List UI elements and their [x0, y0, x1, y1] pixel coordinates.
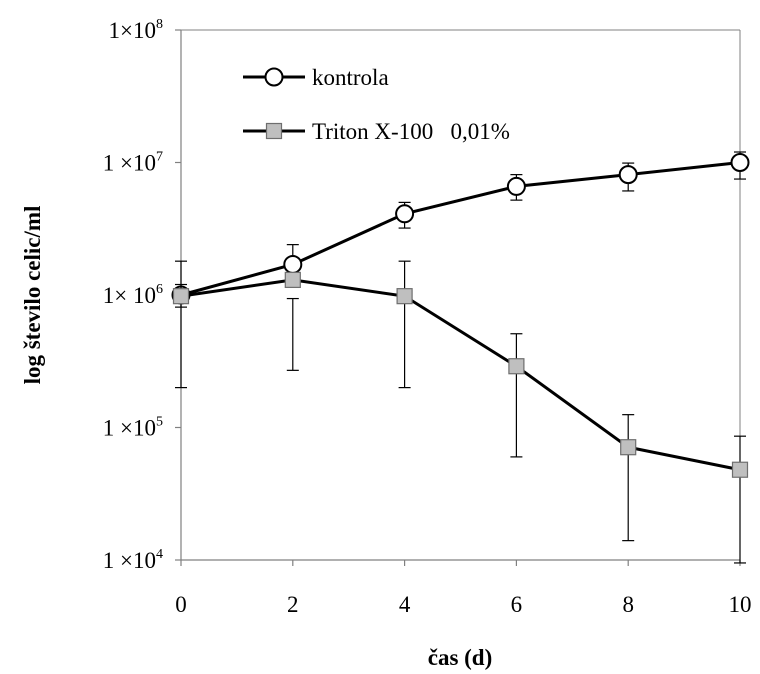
series-2 [172, 260, 749, 564]
y-tick-label: 1 ×107 [103, 150, 163, 176]
data-point-triton [731, 461, 749, 478]
y-tick-label: 1 ×105 [103, 415, 163, 441]
series-1 [171, 151, 750, 308]
data-point-triton [284, 271, 301, 289]
x-tick-label: 8 [622, 592, 634, 617]
y-tick-label: 1× 106 [103, 282, 163, 308]
series-line-kontrola [180, 161, 741, 297]
legend-marker-kontrola [264, 67, 284, 87]
data-point-kontrola [395, 204, 415, 224]
x-tick-label: 6 [511, 592, 523, 617]
x-axis-title: čas (d) [428, 645, 493, 670]
data-point-kontrola [618, 165, 638, 185]
data-point-kontrola [506, 176, 526, 196]
data-point-triton [620, 439, 637, 456]
y-tick-label: 1 ×104 [103, 547, 163, 573]
data-point-kontrola [730, 153, 750, 172]
series-line-triton [180, 278, 741, 472]
legend-label-kontrola: kontrola [312, 65, 389, 90]
y-axis-title: log število celic/ml [20, 206, 45, 385]
x-tick-label: 10 [729, 592, 752, 617]
data-point-triton [396, 288, 413, 305]
x-tick-label: 2 [287, 592, 299, 617]
data-point-triton [508, 358, 525, 375]
plot-area [180, 29, 741, 561]
x-tick-label: 0 [175, 592, 187, 617]
data-point-kontrola [283, 254, 303, 274]
legend-marker-triton [265, 122, 283, 140]
series-marks [171, 151, 750, 564]
y-tick-label: 1×108 [109, 17, 163, 43]
legend-label-triton: Triton X-100 0,01% [312, 119, 510, 144]
x-tick-label: 4 [399, 592, 411, 617]
legend: kontrola Triton X-100 0,01% [243, 65, 510, 144]
axis-ticks: 0 2 4 6 8 10 1 ×104 1 ×105 1× 106 1 ×107 1×108 [103, 17, 752, 617]
data-point-triton [172, 288, 190, 305]
